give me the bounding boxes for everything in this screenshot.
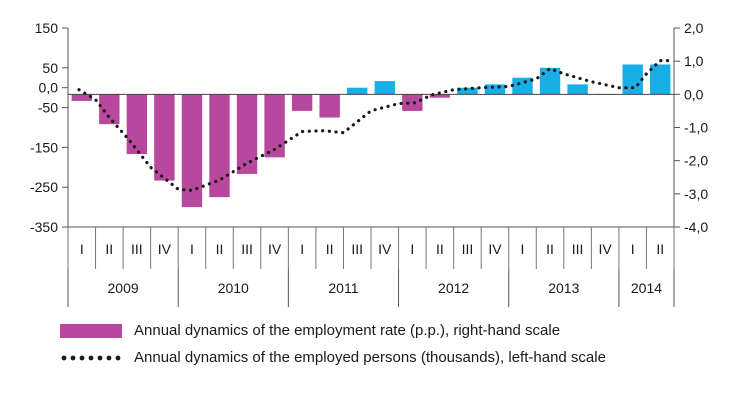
quarter-label: II — [436, 241, 444, 257]
bar — [429, 94, 451, 98]
year-label: 2010 — [218, 280, 249, 296]
bar — [402, 94, 423, 111]
quarter-label: IV — [158, 241, 172, 257]
quarter-label: III — [572, 241, 584, 257]
bar — [650, 64, 671, 95]
quarter-label: I — [300, 241, 304, 257]
chart-canvas: 150 50 0,0 -50 -150 -250 -350 2,0 1,0 0,0 -1,0 -2,0… — [30, 20, 708, 307]
bar — [71, 94, 92, 101]
legend-label-employment-rate: Annual dynamics of the employment rate (… — [134, 322, 561, 339]
quarter-label: III — [241, 241, 253, 257]
right-axis-tick-label: -1,0 — [684, 120, 708, 136]
quarter-label: III — [462, 241, 474, 257]
bar — [291, 94, 313, 111]
quarter-label: IV — [378, 241, 392, 257]
bar — [484, 84, 506, 95]
legend-swatch-dots — [61, 355, 121, 360]
quarter-label: I — [410, 241, 414, 257]
left-axis-tick-label: 0,0 — [39, 80, 59, 96]
legend-item-employed-persons: Annual dynamics of the employed persons … — [60, 349, 740, 366]
bar — [236, 94, 258, 174]
bar — [264, 94, 285, 158]
bar — [209, 94, 230, 198]
year-label: 2009 — [108, 280, 139, 296]
right-axis-tick-label: -3,0 — [684, 186, 708, 202]
year-label: 2012 — [438, 280, 469, 296]
bar — [539, 67, 561, 95]
quarter-label: II — [326, 241, 334, 257]
bar — [567, 84, 588, 95]
bar — [622, 64, 643, 95]
quarter-label: II — [546, 241, 554, 257]
left-axis-tick-label: -350 — [30, 219, 58, 235]
left-axis-tick-label: -150 — [30, 139, 58, 155]
legend-item-employment-rate: Annual dynamics of the employment rate (… — [60, 322, 740, 339]
legend-label-employed-persons: Annual dynamics of the employed persons … — [134, 349, 606, 366]
quarter-label: II — [105, 241, 113, 257]
bar — [319, 94, 340, 118]
quarter-label: I — [521, 241, 525, 257]
employed-persons-line — [77, 59, 676, 192]
left-axis-tick-label: 50 — [42, 60, 58, 76]
right-axis-tick-label: -4,0 — [684, 219, 708, 235]
right-axis-tick-label: 0,0 — [684, 86, 704, 102]
quarter-label: II — [216, 241, 224, 257]
quarter-label: II — [656, 241, 664, 257]
quarter-label: IV — [488, 241, 502, 257]
left-axis-tick-label: 150 — [35, 20, 59, 36]
right-axis-tick-label: -2,0 — [684, 153, 708, 169]
bar — [181, 94, 203, 208]
bar — [99, 94, 120, 125]
quarter-label: III — [131, 241, 143, 257]
quarter-label: IV — [268, 241, 282, 257]
quarter-label: I — [631, 241, 635, 257]
year-label: 2014 — [631, 280, 662, 296]
year-label: 2011 — [328, 280, 358, 296]
bar — [512, 77, 533, 95]
legend-swatch-bar — [60, 323, 122, 338]
year-label: 2013 — [548, 280, 579, 296]
quarter-label: I — [190, 241, 194, 257]
quarter-label: III — [351, 241, 363, 257]
bar — [126, 94, 148, 155]
left-axis-tick-label: -250 — [30, 179, 58, 195]
right-axis-tick-label: 2,0 — [684, 20, 704, 36]
bar — [374, 81, 395, 95]
bar — [347, 87, 368, 95]
left-axis-tick-label: -50 — [38, 100, 58, 116]
right-axis-tick-label: 1,0 — [684, 53, 704, 69]
bar — [457, 87, 478, 95]
bar — [154, 94, 175, 181]
quarter-label: IV — [599, 241, 613, 257]
quarter-label: I — [80, 241, 84, 257]
